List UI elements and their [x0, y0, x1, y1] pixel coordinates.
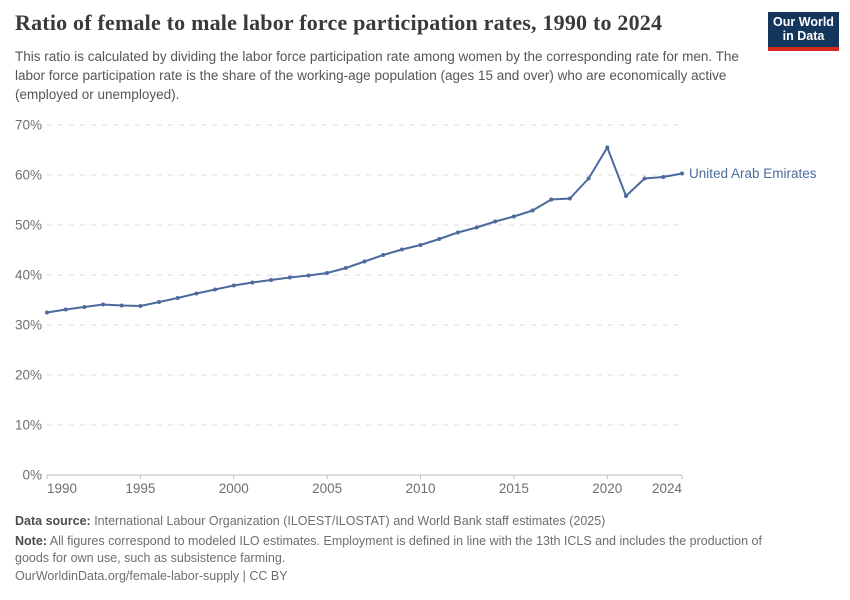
note-label: Note: [15, 534, 47, 548]
x-axis-tick-label: 2020 [592, 481, 622, 496]
owid-logo-line2: in Data [782, 29, 825, 43]
data-point [45, 310, 49, 315]
data-point [157, 300, 162, 304]
x-axis-tick-label: 2010 [406, 481, 436, 496]
data-point [250, 280, 255, 285]
x-axis-tick-label: 2024 [652, 481, 683, 496]
x-axis-tick-label: 1995 [125, 481, 155, 496]
y-axis-tick-label: 40% [15, 268, 42, 283]
data-point [511, 214, 516, 219]
y-axis-tick-label: 60% [15, 168, 42, 183]
data-point [455, 230, 460, 235]
data-point [213, 287, 218, 292]
source-url: OurWorldinData.org/female-labor-supply |… [15, 569, 288, 583]
data-point [399, 247, 404, 252]
data-point [493, 219, 498, 224]
data-point [381, 253, 386, 257]
y-axis-tick-label: 30% [15, 318, 42, 333]
chart-subtitle: This ratio is calculated by dividing the… [15, 49, 739, 102]
x-axis-tick-label: 2015 [499, 481, 529, 496]
data-point [82, 305, 87, 309]
y-axis-tick-label: 0% [22, 468, 42, 483]
data-point [194, 291, 199, 296]
data-point [175, 296, 180, 300]
data-point [474, 225, 479, 230]
owid-logo-line1: Our World [773, 15, 834, 29]
data-point [119, 303, 124, 308]
data-point [362, 259, 367, 264]
data-point [605, 145, 610, 150]
data-point [287, 275, 292, 280]
x-axis-tick-label: 2005 [312, 481, 342, 496]
data-point [306, 273, 311, 278]
data-point [624, 194, 628, 198]
y-axis-tick-label: 70% [15, 118, 42, 133]
data-point [418, 243, 423, 247]
data-point [567, 196, 572, 201]
data-point [661, 175, 666, 179]
chart-title: Ratio of female to male labor force part… [15, 10, 663, 35]
data-point [586, 176, 591, 181]
entity-label: United Arab Emirates [689, 166, 817, 181]
y-axis-tick-label: 50% [15, 218, 42, 233]
x-axis-tick-label: 1990 [47, 481, 77, 496]
x-axis-tick-label: 2000 [219, 481, 249, 496]
data-point [138, 304, 143, 308]
data-point [269, 278, 274, 282]
note-text: All figures correspond to modeled ILO es… [15, 534, 762, 565]
data-series-line [46, 146, 683, 314]
owid-logo: Our World in Data [768, 12, 839, 51]
source-url-line: OurWorldinData.org/female-labor-supply |… [15, 568, 805, 585]
data-point [325, 271, 330, 275]
data-point [231, 283, 236, 288]
y-axis-tick-label: 20% [15, 368, 42, 383]
data-point [437, 237, 442, 241]
note-line: Note: All figures correspond to modeled … [15, 533, 767, 567]
data-point [549, 197, 554, 202]
data-point [680, 171, 684, 176]
y-axis-tick-label: 10% [15, 418, 42, 433]
data-point [642, 176, 647, 181]
data-point [63, 307, 68, 312]
data-point [101, 302, 105, 307]
data-point [530, 208, 535, 213]
data-point [343, 266, 348, 270]
data-source-label: Data source: [15, 514, 91, 528]
data-source-line: Data source: International Labour Organi… [15, 513, 805, 530]
data-source-text: International Labour Organization (ILOES… [90, 514, 606, 528]
